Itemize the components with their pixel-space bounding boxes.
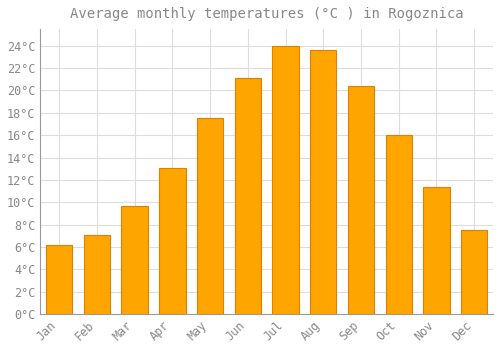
Bar (386, 135, 412, 314)
Bar (348, 86, 374, 314)
Bar (122, 205, 148, 314)
Bar (461, 230, 487, 314)
Title: Average monthly temperatures (°C ) in Rogoznica: Average monthly temperatures (°C ) in Ro… (70, 7, 464, 21)
Bar (424, 187, 450, 314)
Bar (46, 245, 72, 314)
Bar (234, 78, 261, 314)
Bar (272, 46, 299, 314)
Bar (310, 50, 336, 314)
Bar (84, 234, 110, 314)
Bar (197, 118, 224, 314)
Bar (159, 168, 186, 314)
